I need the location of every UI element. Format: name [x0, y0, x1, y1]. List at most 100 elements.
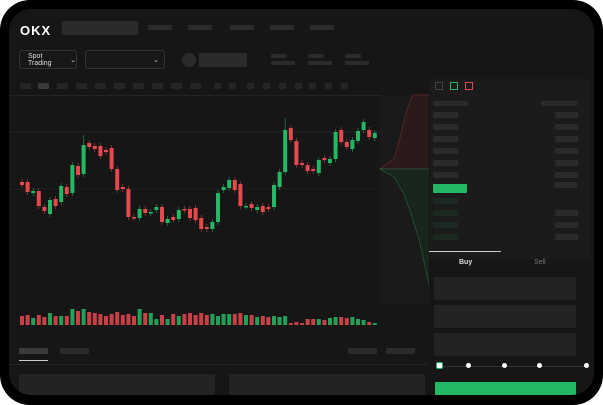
interval-button[interactable]	[190, 83, 201, 89]
candle-body	[126, 189, 131, 217]
filter-button[interactable]	[348, 348, 377, 354]
volume-bar	[199, 313, 204, 325]
volume-bar	[361, 320, 366, 325]
chart-tool-icon[interactable]	[229, 83, 236, 89]
interval-button[interactable]	[95, 83, 106, 89]
candle-body	[53, 199, 58, 206]
candlestick-chart[interactable]	[9, 9, 429, 339]
total-input[interactable]	[434, 333, 576, 356]
candle-body	[210, 222, 215, 229]
volume-bar	[98, 314, 103, 325]
amount-input[interactable]	[434, 305, 576, 328]
interval-button[interactable]	[114, 83, 125, 89]
volume-bar	[36, 315, 41, 325]
volume-bar	[300, 323, 304, 325]
amount-slider[interactable]	[439, 366, 587, 367]
candle-body	[260, 206, 265, 212]
candle-body	[350, 140, 355, 149]
nav-item[interactable]	[310, 25, 334, 30]
book-both-icon[interactable]	[435, 82, 443, 90]
ask-amount	[555, 172, 578, 178]
candle-body	[87, 143, 92, 147]
chart-tool-icon[interactable]	[295, 83, 302, 89]
interval-button[interactable]	[152, 83, 163, 89]
candle-body	[25, 182, 30, 192]
candle-body	[356, 131, 360, 141]
market-dropdown[interactable]: Spot Trading ⌄	[19, 50, 77, 69]
nav-item[interactable]	[230, 25, 254, 30]
candle-body	[305, 165, 310, 171]
volume-bar	[294, 322, 299, 325]
slider-step[interactable]	[466, 363, 471, 368]
volume-bar	[20, 316, 24, 325]
price-input[interactable]	[434, 277, 576, 300]
interval-button[interactable]	[76, 83, 87, 89]
pair-dropdown[interactable]: ⌄	[85, 50, 165, 69]
book-asks-icon[interactable]	[465, 82, 473, 90]
candle-body	[311, 169, 316, 171]
tab-open-orders[interactable]	[19, 348, 48, 354]
volume-bar	[333, 317, 338, 325]
interval-button[interactable]	[38, 83, 49, 89]
candle-body	[171, 217, 176, 220]
interval-button[interactable]	[20, 83, 31, 89]
slider-handle[interactable]	[436, 362, 443, 369]
candle-body	[109, 148, 114, 169]
volume-bar	[154, 319, 159, 325]
bid-price	[433, 198, 458, 204]
candle-body	[255, 207, 260, 210]
chart-tool-icon[interactable]	[309, 83, 316, 89]
interval-button[interactable]	[57, 83, 68, 89]
interval-button[interactable]	[133, 83, 144, 89]
nav-item[interactable]	[270, 25, 294, 30]
volume-bar	[339, 317, 344, 325]
volume-bar	[244, 315, 248, 325]
ask-amount	[555, 148, 578, 154]
candle-body	[20, 182, 24, 185]
candle-body	[120, 187, 125, 189]
candle-body	[272, 185, 276, 207]
chart-tool-icon[interactable]	[341, 83, 348, 89]
book-bids-icon[interactable]	[450, 82, 458, 90]
volume-bar	[109, 314, 114, 325]
candle-body	[193, 208, 198, 220]
candle-body	[165, 219, 170, 223]
tab-sell[interactable]: Sell	[534, 259, 546, 266]
candle-body	[148, 212, 153, 214]
nav-item[interactable]	[148, 25, 172, 30]
volume-bar	[132, 316, 136, 325]
candle-body	[367, 130, 372, 137]
volume-bar	[367, 322, 372, 325]
slider-step[interactable]	[584, 363, 589, 368]
tab-buy[interactable]: Buy	[459, 259, 473, 266]
candle-body	[232, 180, 237, 190]
chart-tool-icon[interactable]	[279, 83, 286, 89]
filter-button[interactable]	[386, 348, 415, 354]
chart-tool-icon[interactable]	[325, 83, 332, 89]
slider-step[interactable]	[537, 363, 542, 368]
candle-body	[238, 184, 243, 206]
chart-tool-icon[interactable]	[263, 83, 270, 89]
search-bar[interactable]	[62, 21, 138, 35]
stat-label	[308, 54, 324, 58]
slider-step[interactable]	[502, 363, 507, 368]
buy-button[interactable]	[435, 382, 576, 395]
tab-order-history[interactable]	[60, 348, 89, 354]
candle-body	[204, 227, 209, 229]
chart-tool-icon[interactable]	[214, 83, 221, 89]
interval-button[interactable]	[171, 83, 182, 89]
candle-body	[300, 163, 304, 165]
pair-price	[199, 53, 247, 67]
okx-logo[interactable]: OKX	[20, 23, 52, 38]
volume-bar	[350, 317, 355, 325]
volume-bar	[260, 316, 265, 325]
volume-bar	[31, 318, 36, 325]
ask-price	[433, 112, 458, 118]
nav-item[interactable]	[188, 25, 212, 30]
volume-bar	[193, 315, 198, 325]
chart-tool-icon[interactable]	[247, 83, 254, 89]
volume-bar	[272, 316, 276, 325]
ask-amount	[554, 182, 577, 188]
ask-amount	[555, 136, 578, 142]
